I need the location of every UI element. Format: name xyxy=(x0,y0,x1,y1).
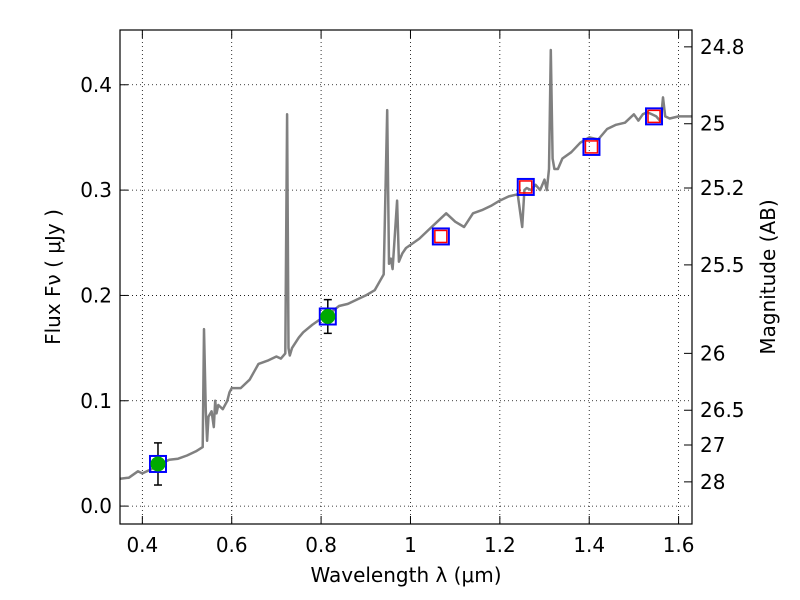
x-tick-label: 1.4 xyxy=(573,533,605,557)
model-point-square xyxy=(645,107,664,126)
detection-point xyxy=(320,308,336,324)
right-axis-title: Magnitude (AB) xyxy=(756,199,780,354)
right-tick-label: 28 xyxy=(700,470,725,494)
photometry-markers xyxy=(148,107,664,473)
y-tick-label: 0.1 xyxy=(80,389,112,413)
x-tick-label: 1.6 xyxy=(663,533,695,557)
upper-limit-square xyxy=(584,140,599,154)
model-point-square xyxy=(318,307,337,326)
right-tick-label: 25.2 xyxy=(700,176,745,200)
model-point-square xyxy=(582,137,601,156)
detection-point xyxy=(150,456,166,472)
model-point-square xyxy=(516,177,535,196)
right-tick-label: 25 xyxy=(700,112,725,136)
right-tick-label: 26 xyxy=(700,341,725,365)
upper-limit-square xyxy=(647,109,661,124)
y-tick-label: 0.4 xyxy=(80,73,112,97)
right-axis-ticks: 24.8 25 25.2 25.5 26 26.5 27 28 xyxy=(684,35,745,494)
spectrum-line xyxy=(119,48,692,480)
x-axis-title: Wavelength λ (μm) xyxy=(310,563,501,587)
upper-limit-square xyxy=(519,180,533,194)
spectrum-series xyxy=(119,48,692,480)
x-tick-label: 1 xyxy=(404,533,417,557)
y-tick-label: 0.0 xyxy=(80,494,112,518)
x-tick-label: 0.4 xyxy=(126,533,158,557)
x-tick-label: 1.2 xyxy=(484,533,516,557)
grid xyxy=(120,30,692,524)
right-tick-label: 26.5 xyxy=(700,398,745,422)
right-tick-label: 24.8 xyxy=(700,35,745,59)
y-axis-title: Flux Fν ( μJy ) xyxy=(41,209,65,345)
model-point-square xyxy=(431,227,450,246)
right-tick-label: 27 xyxy=(700,433,725,457)
right-tick-label: 25.5 xyxy=(700,253,745,277)
plot-frame xyxy=(119,29,693,525)
y-tick-label: 0.2 xyxy=(80,283,112,307)
x-tick-label: 0.6 xyxy=(216,533,248,557)
upper-limit-square xyxy=(434,229,448,244)
model-point-square xyxy=(148,454,167,473)
y-tick-label: 0.3 xyxy=(80,178,112,202)
x-axis-ticks: 0.4 0.6 0.8 1 1.2 1.4 1.6 xyxy=(126,30,695,557)
y-axis-ticks: 0.0 0.1 0.2 0.3 0.4 xyxy=(80,73,128,518)
x-tick-label: 0.8 xyxy=(305,533,337,557)
